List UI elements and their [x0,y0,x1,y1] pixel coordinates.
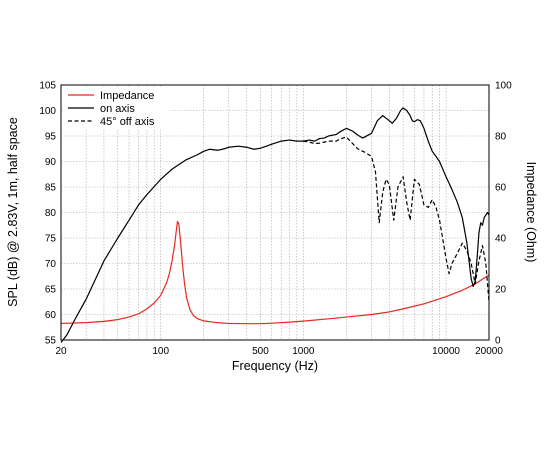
y-axis-title-right: Impedance (Ohm) [524,162,538,263]
y-right-tick-label: 20 [495,285,507,296]
x-tick-label: 20000 [475,346,503,357]
y-tick-label: 70 [45,259,57,270]
legend-label-off-axis: 45° off axis [100,116,155,128]
y-right-tick-label: 80 [495,132,507,143]
y-tick-label: 85 [45,183,57,194]
y-tick-label: 95 [45,132,57,143]
y-tick-label: 60 [45,310,57,321]
y-tick-label: 65 [45,285,57,296]
y-right-tick-label: 0 [495,336,501,347]
x-tick-label: 500 [252,346,269,357]
y-tick-label: 90 [45,157,57,168]
y-axis-title-left: SPL (dB) @ 2.83V, 1m, half space [6,117,20,307]
y-tick-label: 100 [39,106,56,117]
y-tick-label: 55 [45,336,57,347]
y-tick-label: 75 [45,234,57,245]
x-axis-title: Frequency (Hz) [232,359,318,373]
series-line-on-axis [60,107,490,343]
legend-label-impedance: Impedance [100,90,154,102]
y-right-tick-label: 40 [495,234,507,245]
tick-labels: 55 60 65 70 75 80 85 90 95 100 105 0 20 40 60 80 100 20 10… [39,81,512,358]
series-line-impedance [60,220,490,325]
series-line-45-off-axis [303,136,490,302]
x-tick-label: 100 [152,346,169,357]
y-right-tick-label: 60 [495,183,507,194]
plot-frame [60,84,490,341]
x-tick-label: 1000 [292,346,315,357]
y-tick-label: 105 [39,81,56,92]
y-right-tick-label: 100 [495,81,512,92]
series-layer [60,107,490,343]
legend: Impedance on axis 45° off axis [63,87,170,130]
x-tick-label: 20 [55,346,67,357]
legend-label-on-axis: on axis [100,103,135,115]
y-tick-label: 80 [45,208,57,219]
x-tick-label: 10000 [432,346,460,357]
